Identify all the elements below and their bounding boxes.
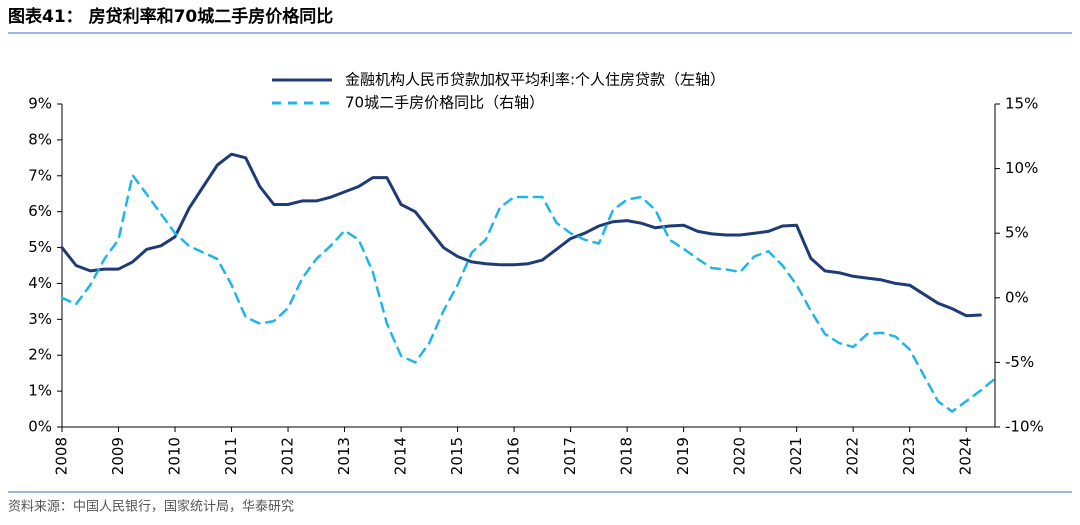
y-tick-label: 3% [28, 310, 52, 328]
chart-title: 图表41： 房贷利率和70城二手房价格同比 [8, 6, 333, 27]
y-tick-label: 0% [28, 418, 52, 436]
series-line [60, 152, 982, 318]
y-tick-label: 7% [28, 166, 52, 184]
x-tick-label: 2014 [392, 437, 410, 475]
y-tick-label: 9% [28, 95, 52, 113]
x-tick-label: 2023 [900, 437, 918, 475]
series-line [60, 173, 996, 413]
x-tick-label: 2008 [53, 437, 71, 475]
x-tick-label: 2022 [844, 437, 862, 475]
y2-tick-label: 0% [1005, 288, 1029, 306]
x-tick-label: 2012 [279, 437, 297, 475]
legend-label: 70城二手房价格同比（右轴） [345, 94, 544, 112]
x-tick-label: 2018 [618, 437, 636, 475]
y2-tick-label: 10% [1005, 159, 1038, 177]
x-tick-label: 2010 [166, 437, 184, 475]
y-tick-label: 1% [28, 382, 52, 400]
x-tick-label: 2011 [222, 437, 240, 475]
x-tick-label: 2021 [787, 437, 805, 475]
y-tick-label: 5% [28, 238, 52, 256]
y-tick-label: 4% [28, 274, 52, 292]
x-tick-label: 2009 [109, 437, 127, 475]
y2-tick-label: 15% [1005, 95, 1038, 113]
x-tick-label: 2015 [448, 437, 466, 475]
x-tick-label: 2016 [505, 437, 523, 475]
y-tick-label: 8% [28, 130, 52, 148]
x-tick-label: 2013 [335, 437, 353, 475]
source-note: 资料来源：中国人民银行，国家统计局，华泰研究 [8, 499, 294, 515]
y-tick-label: 2% [28, 346, 52, 364]
legend-label: 金融机构人民币贷款加权平均利率:个人住房贷款（左轴） [345, 71, 725, 89]
x-tick-label: 2017 [561, 437, 579, 475]
x-tick-label: 2024 [957, 437, 975, 475]
y-tick-label: 6% [28, 202, 52, 220]
x-tick-label: 2019 [674, 437, 692, 475]
x-tick-label: 2020 [731, 437, 749, 475]
y2-tick-label: -5% [1005, 353, 1034, 371]
y2-tick-label: -10% [1005, 418, 1044, 436]
y2-tick-label: 5% [1005, 224, 1029, 242]
